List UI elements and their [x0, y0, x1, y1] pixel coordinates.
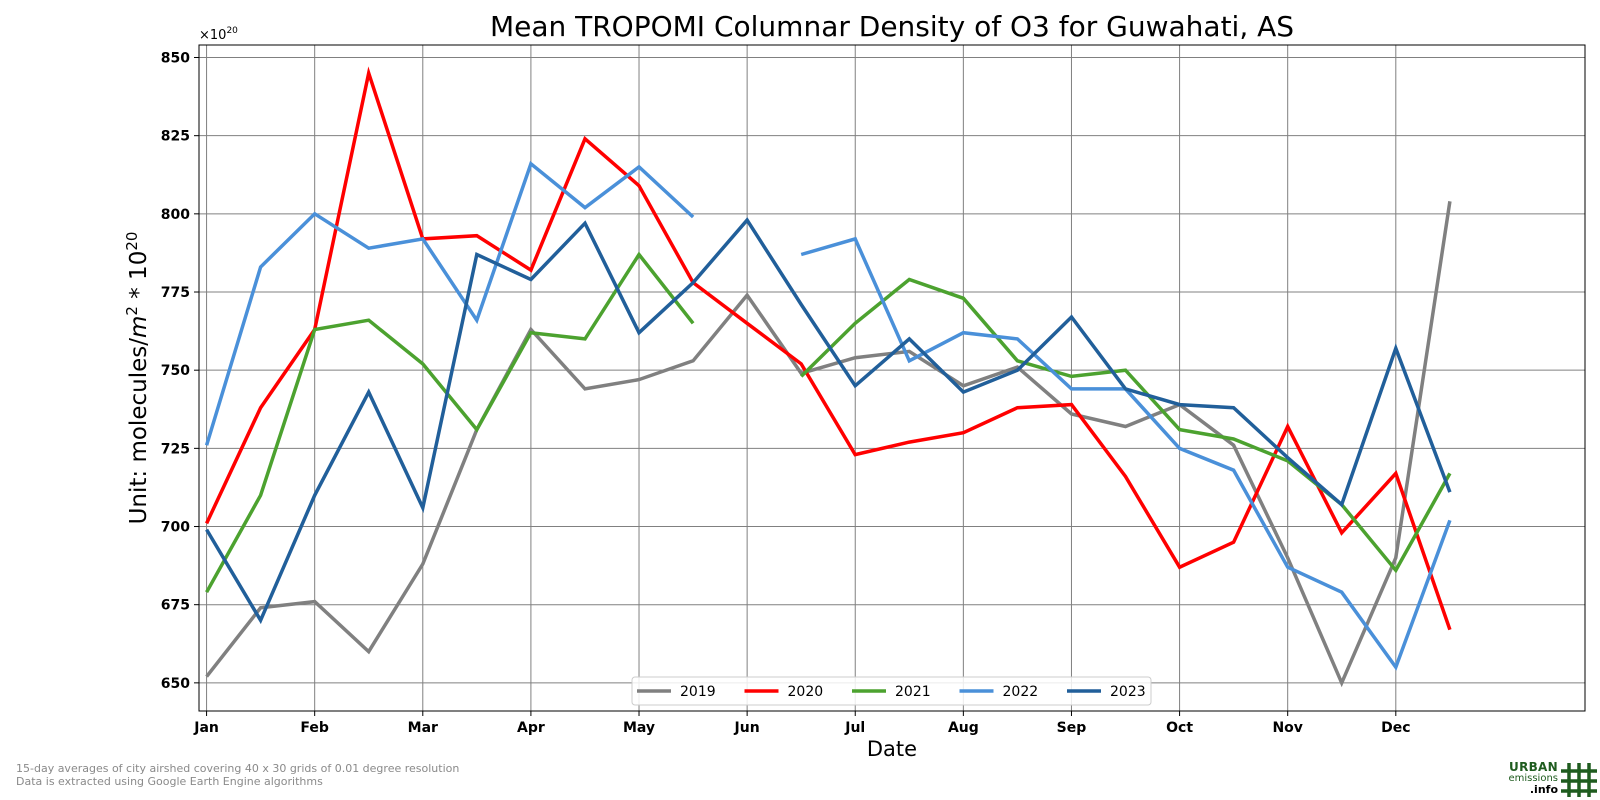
y-tick-label: 775 [161, 285, 190, 301]
x-tick-label: Feb [300, 720, 329, 736]
grid-hash-icon [1561, 763, 1597, 797]
y-offset-label: ×1020 [199, 26, 238, 43]
chart-title: Mean TROPOMI Columnar Density of O3 for … [490, 10, 1294, 43]
x-tick-label: Mar [408, 720, 438, 736]
legend-label-2023: 2023 [1110, 684, 1146, 700]
y-tick-label: 825 [161, 129, 190, 145]
logo-text-line1: URBAN [1509, 760, 1558, 774]
footer-notes: 15-day averages of city airshed covering… [16, 762, 459, 788]
plot-frame [198, 44, 1586, 712]
series-line-2019 [205, 201, 1452, 688]
y-tick-label: 800 [161, 207, 190, 223]
x-tick-label: Dec [1381, 720, 1410, 736]
legend-label-2019: 2019 [680, 684, 716, 700]
y-axis-label: Unit: molecules/m2 * 1020 [123, 232, 152, 525]
x-tick-label: Jan [193, 720, 219, 736]
urban-emissions-logo: URBAN emissions .info [1498, 760, 1598, 798]
x-tick-label: Nov [1272, 720, 1302, 736]
logo-text-line3: .info [1529, 783, 1558, 796]
y-tick-label: 700 [161, 520, 190, 536]
grid-lines [199, 45, 1585, 711]
series-line-2021 [205, 251, 1452, 594]
y-tick-label: 850 [161, 51, 190, 67]
legend-label-2020: 2020 [788, 684, 824, 700]
x-axis: Jan Feb Mar Apr May Jun Jul Aug Sep Oct Nov Dec [193, 711, 1411, 736]
series-line-2020 [205, 66, 1452, 631]
x-tick-label: Jul [844, 720, 865, 736]
y-tick-label: 725 [161, 441, 190, 457]
legend-label-2022: 2022 [1003, 684, 1039, 700]
x-tick-label: May [623, 720, 655, 736]
x-axis-label: Date [867, 737, 917, 761]
footer-note-1: 15-day averages of city airshed covering… [16, 762, 460, 775]
legend-label-2021: 2021 [895, 684, 931, 700]
legend: 2019 2020 2021 2022 2023 [631, 676, 1152, 706]
y-axis: 650 675 700 725 750 775 800 825 850 [161, 51, 199, 692]
legend-box [631, 676, 1152, 706]
logo-text: URBAN emissions .info [1498, 760, 1558, 796]
y-tick-label: 675 [161, 598, 190, 614]
y-tick-label: 750 [161, 363, 190, 379]
series-lines [204, 66, 1452, 688]
x-tick-label: Oct [1166, 720, 1193, 736]
series-line-2023 [205, 217, 1452, 625]
logo-text-line2: emissions [1508, 773, 1558, 784]
series-line-2022 [204, 160, 1452, 671]
footer-note-2: Data is extracted using Google Earth Eng… [16, 775, 323, 788]
x-tick-label: Aug [948, 720, 979, 736]
x-tick-label: Sep [1057, 720, 1087, 736]
x-tick-label: Apr [517, 720, 545, 736]
y-tick-label: 650 [161, 676, 190, 692]
x-tick-label: Jun [734, 720, 760, 736]
